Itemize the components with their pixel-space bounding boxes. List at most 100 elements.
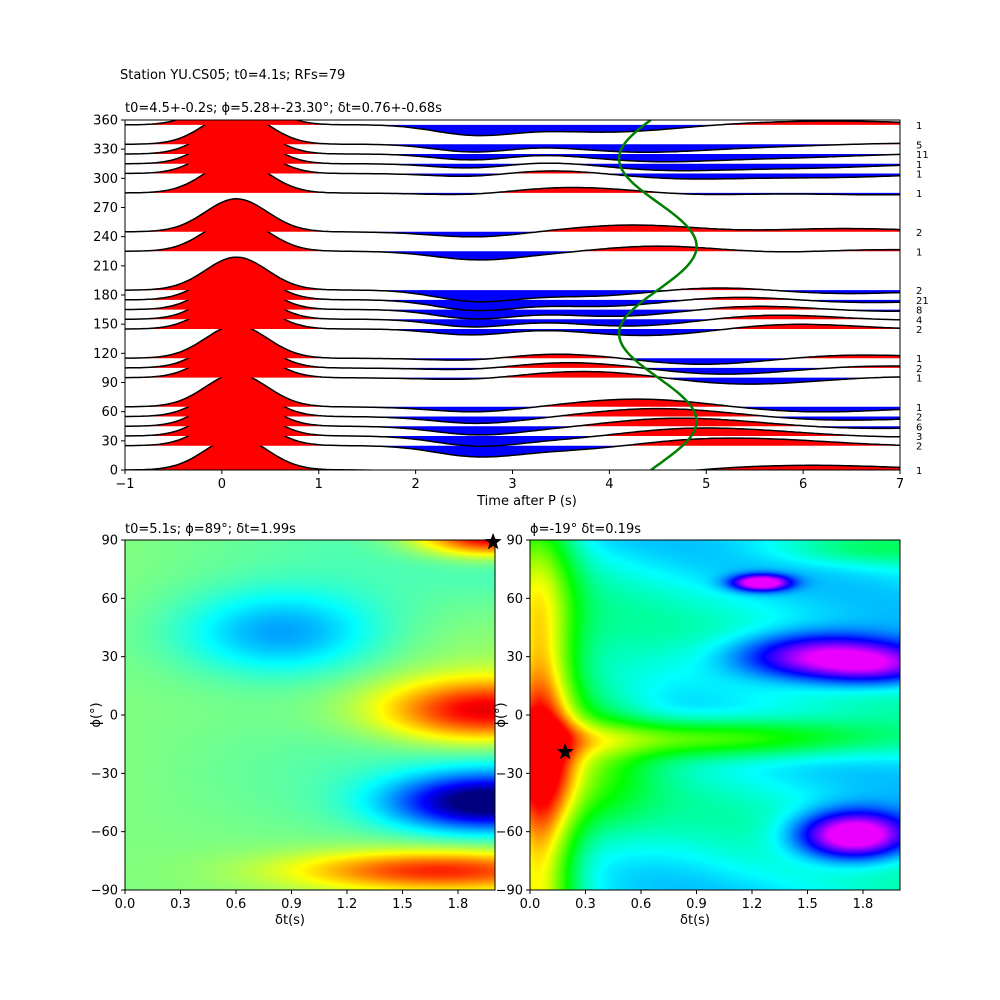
rf-trace [125,324,900,365]
t0-curve [617,120,698,470]
trace-count-label: 2 [916,325,922,336]
rf-trace-positive-fill [125,120,900,145]
rf-trace-positive-fill [125,393,900,427]
y-tick-label: 180 [93,289,118,304]
trace-count-label: 2 [916,228,922,239]
rf-trace-positive-fill [125,344,900,378]
x-tick-label: 6 [799,477,807,492]
rf-x-axis-label: Time after P (s) [476,494,577,509]
y-tick-label: 30 [506,650,523,665]
rf-x-ticks: −1 0 1 2 3 4 5 6 7 [115,470,904,492]
rf-trace-negative-fill [125,154,900,162]
left-best-star-icon [484,532,502,550]
x-tick-label: 7 [896,477,904,492]
y-tick-label: 60 [506,592,523,607]
rf-trace-negative-fill [125,426,900,435]
rf-trace-positive-fill [125,296,900,330]
rf-trace-positive-fill [125,334,900,368]
rf-trace-negative-fill [125,416,900,424]
y-tick-label: 120 [93,347,118,362]
rf-trace-positive-fill [125,437,900,470]
rf-y-ticks: 0 30 60 90 120 150 180 210 240 270 300 330 360 [93,114,125,479]
rf-trace-positive-fill [125,383,900,417]
rf-trace [125,198,900,238]
trace-count-label: 2 [916,286,922,297]
rf-trace-positive-fill [125,257,900,291]
trace-count-label: 1 [916,160,922,171]
y-tick-label: −30 [91,767,118,782]
right-x-axis-label: δt(s) [680,913,710,928]
right-y-axis-label: ϕ(°) [494,702,509,727]
trace-count-label: 6 [916,422,922,433]
trace-count-label: 1 [916,403,922,414]
left-heatmap [125,540,495,890]
y-tick-label: 90 [101,534,118,549]
rf-trace-negative-fill [125,435,900,447]
rf-trace-negative-fill [125,445,900,457]
trace-count-label: 11 [916,150,929,161]
rf-trace-negative-fill [125,319,900,327]
left-x-axis-label: δt(s) [275,913,305,928]
y-tick-label: −30 [496,767,523,782]
rf-trace-line [125,120,900,137]
rf-trace-positive-fill [125,276,900,310]
rf-trace-negative-fill [125,173,900,179]
right-best-star-icon [556,742,574,760]
rf-trace-positive-fill [125,266,900,300]
rf-trace-positive-fill [125,140,900,174]
rf-trace-negative-fill [125,163,900,171]
rf-trace-negative-fill [125,251,900,260]
x-tick-label: 0.6 [631,897,652,912]
x-tick-label: 1.8 [853,897,874,912]
rf-trace-positive-fill [125,121,900,155]
right-panel-title: ϕ=-19° δt=0.19s [530,522,641,537]
rf-trace-negative-fill [125,367,900,375]
rf-trace-positive-fill [125,325,900,359]
y-tick-label: 30 [101,434,118,449]
y-tick-label: 270 [93,201,118,216]
trace-count-label: 1 [916,169,922,180]
x-tick-label: 1.8 [448,897,469,912]
y-tick-label: −60 [496,825,523,840]
rf-trace-negative-fill [125,309,900,319]
y-tick-label: −60 [91,825,118,840]
x-tick-label: 0.3 [170,897,191,912]
misfit-panel-right: ϕ=-19° δt=0.19s 0.0 0.3 0.6 0.9 1.2 1.5 1.8 −90… [494,522,901,928]
x-tick-label: 2 [411,477,419,492]
x-tick-label: 4 [605,477,613,492]
rf-trace [125,120,900,154]
misfit-panel-left: t0=5.1s; ϕ=89°; δt=1.99s 0.0 0.3 0.6 0.9 1.2… [89,522,502,928]
rf-trace-line [125,120,900,154]
y-tick-label: 360 [93,114,118,129]
y-tick-label: 150 [93,318,118,333]
y-tick-label: −90 [91,884,118,899]
y-tick-label: 0 [110,709,118,724]
figure-suptitle: Station YU.CS05; t0=4.1s; RFs=79 [120,68,345,83]
x-tick-label: 0.0 [115,897,136,912]
trace-count-label: 1 [916,354,922,365]
rf-panel: t0=4.5+-0.2s; ϕ=5.28+-23.30°; δt=0.76+-0… [93,101,929,509]
y-tick-label: 30 [101,650,118,665]
y-tick-label: 330 [93,143,118,158]
x-tick-label: 5 [702,477,710,492]
rf-trace-positive-fill [125,198,900,232]
y-tick-label: 60 [101,592,118,607]
right-ticks: 0.0 0.3 0.6 0.9 1.2 1.5 1.8 −90 −60 −30 0 30 60 90 [496,534,874,913]
rf-trace-positive-fill [125,159,900,193]
rf-trace-negative-fill [125,358,900,365]
rf-trace-negative-fill [125,144,900,153]
x-tick-label: 0.3 [575,897,596,912]
left-y-axis-label: ϕ(°) [89,702,104,727]
rf-trace-line [125,198,900,238]
trace-count-label: 5 [916,140,922,151]
rf-trace-negative-fill [125,299,900,311]
rf-trace-positive-fill [125,218,900,252]
x-tick-label: 3 [508,477,516,492]
rf-trace-line [125,324,900,365]
trace-count-label: 1 [916,466,922,477]
left-panel-title: t0=5.1s; ϕ=89°; δt=1.99s [125,522,296,537]
y-tick-label: 240 [93,230,118,245]
rf-trace-positive-fill [125,403,900,436]
x-tick-label: 1.2 [742,897,763,912]
